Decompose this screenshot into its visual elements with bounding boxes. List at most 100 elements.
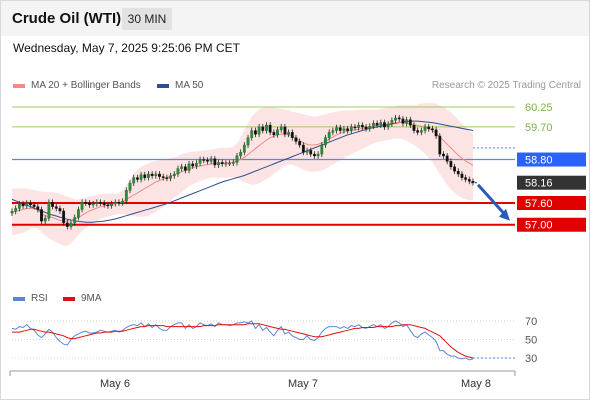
candle [349,126,353,131]
candle [76,209,80,218]
candle [357,124,361,128]
legend-ma20-label: MA 20 + Bollinger Bands [31,80,141,91]
level-label-59.70: 59.70 [525,122,553,134]
candle [128,182,132,191]
candle [165,177,169,179]
candle [405,119,409,124]
candle [172,173,176,177]
candle [69,222,73,227]
candle [272,132,276,136]
ma9-swatch [63,296,75,301]
legend-ma50: MA 50 [157,80,203,91]
level-tag-58.16 [517,175,586,190]
candle [313,153,316,157]
candle [445,155,449,162]
candle [88,202,91,206]
candle [261,126,265,131]
candle [95,202,99,204]
candle [220,162,224,165]
candle [198,159,202,164]
candle [353,126,357,129]
candle [143,174,147,178]
candle [427,126,431,129]
candle [235,155,239,163]
candle [265,124,268,131]
candle [187,163,191,171]
legend-rsi-label: RSI [31,293,48,304]
candle [394,117,397,121]
candle [169,175,172,179]
candle [29,202,32,206]
candle [21,203,25,207]
candle [147,173,150,178]
candle [135,177,139,180]
candle [268,124,272,133]
candle [438,135,442,155]
candle [401,118,405,124]
candle [36,206,40,210]
candle [80,202,84,210]
candle [194,162,198,167]
candle [246,137,250,146]
candle [283,126,287,135]
candle [390,120,394,125]
candle [464,177,468,180]
candle [368,125,372,129]
candle [408,119,412,126]
legend-rsi: RSI [13,293,48,304]
candle [338,127,342,131]
candle [456,170,460,175]
candle [342,128,346,131]
candle [316,153,320,157]
timeframe-badge[interactable]: 30 MIN [122,8,172,30]
candle [360,124,364,128]
candle [99,202,102,204]
candle [84,202,88,204]
candle [279,126,283,131]
candle [40,209,43,222]
candle [320,144,324,155]
rsi-swatch [13,296,25,301]
candle [397,117,401,120]
candle [434,129,438,137]
level-label-58.16: 58.16 [525,178,553,190]
level-label-57.60: 57.60 [525,198,553,210]
candle [121,200,125,204]
candle [301,144,305,153]
candle [47,202,51,219]
candle [346,128,350,131]
candle [183,166,187,171]
candle [453,166,456,172]
candle [110,203,113,207]
candle [228,162,231,165]
level-tag-57.60 [517,196,586,210]
level-tag-57.00 [517,217,586,232]
x-tick-label: May 6 [100,378,130,390]
x-tick-label: May 7 [288,378,318,390]
ma20-line [11,121,474,222]
candle [327,132,331,138]
candle [65,222,69,227]
candle [213,158,217,166]
candle [375,123,379,126]
timestamp: Wednesday, May 7, 2025 9:25:06 PM CET [13,41,241,55]
candle [383,122,386,128]
candle [372,123,375,127]
rsi-tick-30: 30 [525,353,537,365]
level-tag-58.80 [517,152,586,167]
candle [113,202,117,204]
candle [250,130,254,138]
candle [423,126,427,131]
bollinger-band [12,103,473,246]
candle [161,176,165,178]
candle [62,210,66,224]
candle [191,163,195,167]
candle [331,130,335,133]
projection-arrow [476,183,508,217]
candle [239,152,243,157]
candle [224,162,228,165]
candle [91,203,95,206]
candle [449,161,453,167]
candle [25,202,29,207]
candle [294,137,298,142]
